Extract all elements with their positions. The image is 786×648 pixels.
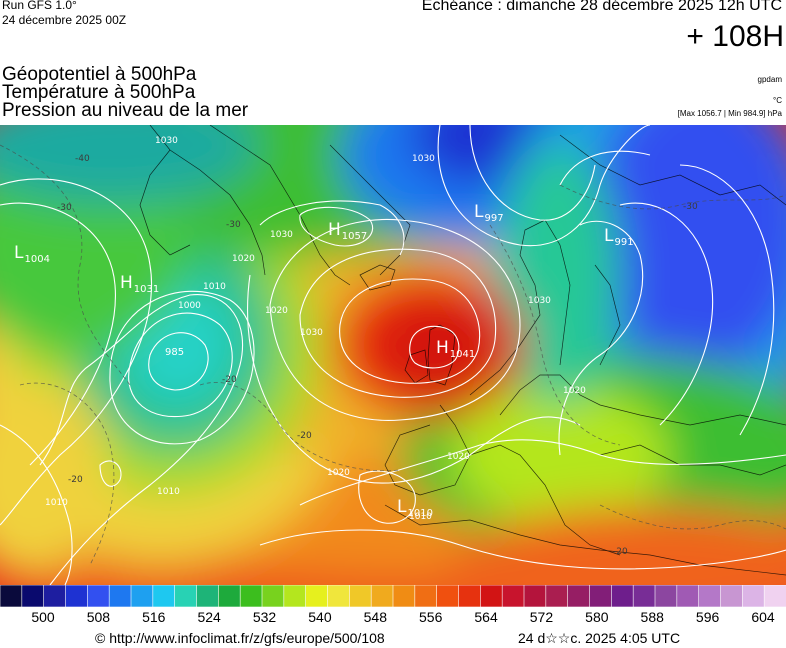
colorbar-swatch xyxy=(698,585,722,607)
colorbar-swatch xyxy=(611,585,635,607)
colorbar-swatch xyxy=(130,585,154,607)
colorbar-swatch xyxy=(632,585,656,607)
temperature-label: -20 xyxy=(222,375,237,385)
colorbar-swatch xyxy=(239,585,263,607)
colorbar-swatch xyxy=(501,585,525,607)
isobar-label: 1020 xyxy=(563,386,586,396)
colorbar-tick-label: 604 xyxy=(751,609,775,625)
isobar-label: 1000 xyxy=(178,301,201,311)
colorbar-swatch xyxy=(108,585,132,607)
colorbar-tick-label: 532 xyxy=(252,609,277,625)
colorbar-swatch xyxy=(218,585,242,607)
unit-temperature: °C xyxy=(773,96,782,105)
colorbar-tick-label: 580 xyxy=(585,609,609,625)
colorbar-swatch xyxy=(87,585,111,607)
colorbar-tick-label: 540 xyxy=(308,609,332,625)
colorbar-swatch xyxy=(349,585,373,607)
isobar-label: 1010 xyxy=(157,487,180,497)
run-model-label: Run GFS 1.0° xyxy=(2,0,77,12)
colorbar-swatch xyxy=(589,585,613,607)
temperature-label: -20 xyxy=(297,431,312,441)
colorbar-swatch xyxy=(436,585,460,607)
colorbar-swatch xyxy=(0,585,23,607)
colorbar-swatch xyxy=(283,585,307,607)
temperature-label: -30 xyxy=(57,203,72,213)
isobar-label: 1020 xyxy=(232,254,255,264)
colorbar-tick-label: 516 xyxy=(142,609,166,625)
colorbar-swatch xyxy=(763,585,786,607)
colorbar-labels: 500 508 516 524 532 540 548 556 564 572 580 588 596 6… xyxy=(0,609,786,627)
colorbar-tick-label: 524 xyxy=(197,609,221,625)
colorbar-swatch xyxy=(327,585,351,607)
colorbar-swatch xyxy=(414,585,438,607)
colorbar-swatch xyxy=(392,585,416,607)
isobar-label: 1010 xyxy=(409,512,432,522)
generation-timestamp: 24 d☆☆c. 2025 4:05 UTC xyxy=(518,630,681,646)
variable-geopotential: Géopotentiel à 500hPa xyxy=(2,64,197,85)
colorbar-tick-label: 572 xyxy=(529,609,554,625)
colorbar-swatch xyxy=(523,585,547,607)
colorbar-swatch xyxy=(152,585,176,607)
variable-temperature: Température à 500hPa xyxy=(2,82,196,103)
isobars xyxy=(0,125,786,585)
colorbar-tick-label: 548 xyxy=(363,609,387,625)
pressure-system-low: 985 xyxy=(165,347,184,358)
colorbar-swatch xyxy=(567,585,591,607)
variable-pressure: Pression au niveau de la mer xyxy=(2,100,249,121)
colorbar-tick-label: 500 xyxy=(31,609,55,625)
pressure-extremes: [Max 1056.7 | Min 984.9] hPa xyxy=(677,109,782,118)
isobar-label: 1030 xyxy=(300,328,323,338)
colorbar-swatch xyxy=(458,585,482,607)
colorbar-swatch xyxy=(654,585,678,607)
colorbar-swatch xyxy=(43,585,67,607)
colorbar xyxy=(0,585,786,607)
temperature-label: -20 xyxy=(613,547,628,557)
colorbar-tick-label: 588 xyxy=(640,609,664,625)
isobar-label: 1020 xyxy=(265,306,288,316)
colorbar-swatch xyxy=(545,585,569,607)
isobar-label: 1030 xyxy=(412,154,435,164)
isobar-label: 1010 xyxy=(45,498,68,508)
colorbar-swatch xyxy=(720,585,744,607)
forecast-horizon: + 108H xyxy=(686,20,784,53)
isobar-label: 1020 xyxy=(447,452,470,462)
colorbar-tick-label: 596 xyxy=(695,609,720,625)
colorbar-swatch xyxy=(196,585,220,607)
colorbar-swatch xyxy=(21,585,45,607)
colorbar-swatch xyxy=(480,585,504,607)
colorbar-tick-label: 564 xyxy=(474,609,498,625)
temperature-label: -40 xyxy=(75,154,90,164)
isobar-label: 1030 xyxy=(528,296,551,306)
colorbar-swatch xyxy=(261,585,285,607)
isobar-label: 1010 xyxy=(203,282,226,292)
temperature-label: -30 xyxy=(683,202,698,212)
colorbar-tick-label: 508 xyxy=(86,609,111,625)
colorbar-swatch xyxy=(65,585,89,607)
colorbar-swatch xyxy=(676,585,700,607)
forecast-valid-time: Echéance : dimanche 28 décembre 2025 12h… xyxy=(421,0,782,14)
isobar-label: 1020 xyxy=(327,468,350,478)
temperature-value-labels: -40 -30 -30 -20 -20 -30 -20 -20 xyxy=(57,154,698,557)
colorbar-swatch xyxy=(370,585,394,607)
run-date-label: 24 décembre 2025 00Z xyxy=(2,13,127,27)
colorbar-swatch xyxy=(305,585,329,607)
isobar-label: 1030 xyxy=(270,230,293,240)
isobar-label: 1030 xyxy=(155,136,178,146)
isotherms xyxy=(0,144,786,566)
colorbar-tick-label: 556 xyxy=(419,609,443,625)
colorbar-swatch xyxy=(174,585,198,607)
source-credit: © http://www.infoclimat.fr/z/gfs/europe/… xyxy=(95,630,385,646)
unit-geopotential: gpdam xyxy=(757,75,782,84)
temperature-label: -30 xyxy=(226,220,241,230)
colorbar-swatch xyxy=(742,585,766,607)
temperature-label: -20 xyxy=(68,475,83,485)
